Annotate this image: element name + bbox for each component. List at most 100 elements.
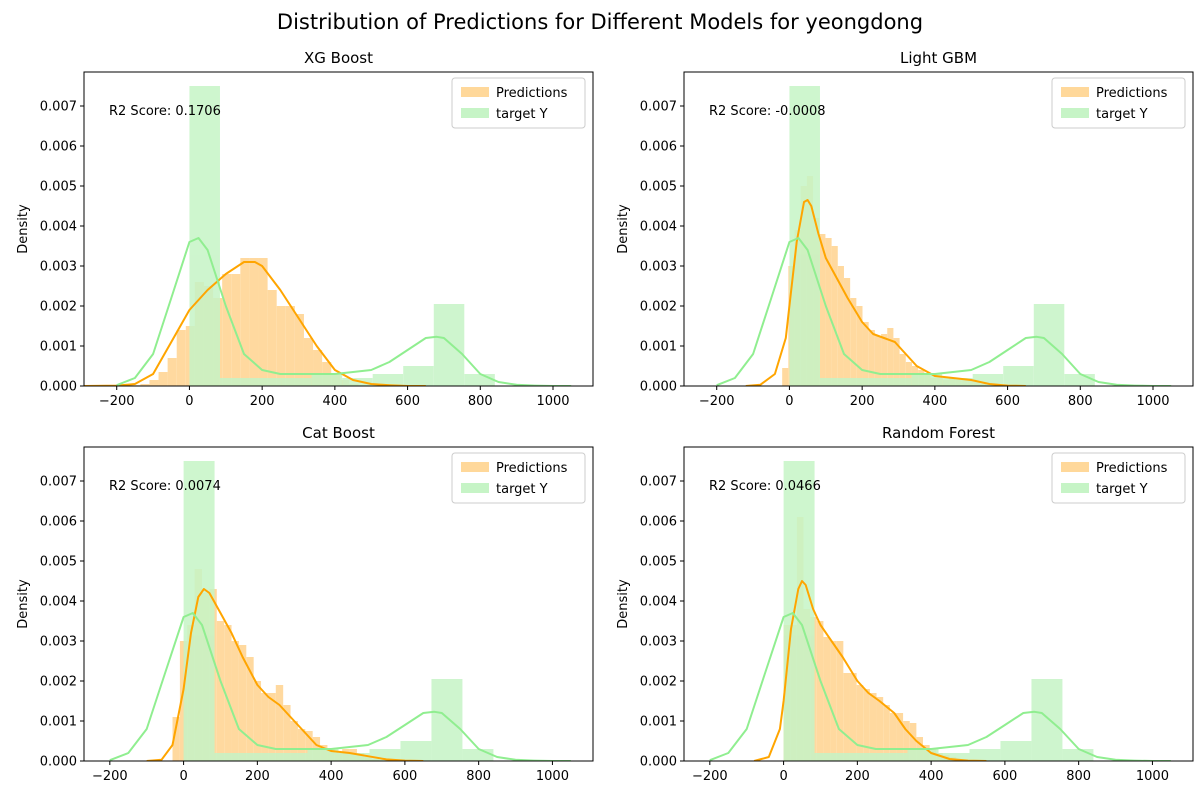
y-tick-label: 0.003 bbox=[640, 260, 677, 275]
hist-target bbox=[789, 86, 1095, 386]
hist-bar bbox=[830, 641, 837, 761]
x-tick-label: −200 bbox=[99, 394, 135, 409]
chart-title: Light GBM bbox=[900, 49, 977, 67]
chart-title: Cat Boost bbox=[302, 424, 375, 442]
hist-bar bbox=[240, 258, 250, 386]
y-tick-label: 0.002 bbox=[40, 300, 77, 315]
hist-bar bbox=[850, 298, 857, 386]
hist-bar bbox=[849, 673, 857, 761]
hist-bar bbox=[294, 314, 304, 386]
legend-swatch bbox=[1061, 87, 1089, 97]
kde-line-predictions bbox=[146, 588, 424, 761]
x-tick-label: −200 bbox=[92, 769, 128, 784]
hist-bar bbox=[909, 723, 917, 761]
hist-bar bbox=[305, 731, 313, 761]
hist-bar bbox=[783, 461, 815, 761]
hist-bar bbox=[246, 657, 254, 761]
hist-bar bbox=[149, 380, 159, 386]
x-tick-label: 400 bbox=[322, 394, 347, 409]
figure-title: Distribution of Predictions for Differen… bbox=[276, 10, 924, 34]
y-axis-label: Density bbox=[616, 204, 631, 254]
hist-bar bbox=[297, 729, 306, 761]
y-tick-label: 0.004 bbox=[40, 220, 77, 235]
y-tick-label: 0.001 bbox=[40, 715, 77, 730]
y-tick-label: 0.000 bbox=[640, 380, 677, 395]
hist-bar bbox=[216, 621, 225, 761]
plot-area bbox=[109, 461, 571, 761]
legend-swatch bbox=[1061, 462, 1089, 472]
x-tick-label: 400 bbox=[319, 769, 344, 784]
hist-bar bbox=[261, 693, 269, 761]
hist-bar bbox=[1064, 374, 1095, 386]
hist-bar bbox=[831, 246, 838, 386]
kde-line-target bbox=[709, 612, 1171, 761]
r2-annotation: R2 Score: 0.0466 bbox=[709, 479, 821, 494]
hist-bar bbox=[1033, 304, 1065, 386]
hist-bar bbox=[819, 234, 826, 386]
hist-bar bbox=[876, 753, 908, 761]
kde-line-predictions bbox=[753, 580, 987, 761]
hist-bar bbox=[464, 374, 495, 386]
hist-bar bbox=[179, 641, 188, 761]
y-axis-label: Density bbox=[616, 579, 631, 629]
hist-bar bbox=[883, 705, 890, 761]
r2-annotation: R2 Score: 0.0074 bbox=[109, 479, 221, 494]
hist-bar bbox=[253, 681, 262, 761]
hist-bar bbox=[250, 378, 282, 386]
legend: Predictions target Y bbox=[451, 77, 586, 129]
hist-bar bbox=[819, 378, 851, 386]
hist-target bbox=[189, 86, 495, 386]
hist-bar bbox=[881, 334, 888, 386]
x-tick-label: 200 bbox=[250, 394, 275, 409]
x-tick-label: 0 bbox=[179, 769, 187, 784]
hist-bar bbox=[167, 358, 177, 386]
hist-bar bbox=[224, 625, 232, 761]
legend-swatch bbox=[461, 87, 489, 97]
hist-bar bbox=[969, 749, 1001, 761]
y-tick-label: 0.004 bbox=[40, 595, 77, 610]
hist-bar bbox=[789, 86, 820, 386]
hist-target bbox=[783, 461, 1094, 761]
x-tick-label: 800 bbox=[1066, 769, 1091, 784]
y-tick-label: 0.003 bbox=[40, 260, 77, 275]
hist-bar bbox=[868, 330, 875, 386]
x-tick-label: 800 bbox=[466, 769, 491, 784]
hist-target bbox=[183, 461, 494, 761]
x-tick-label: 0 bbox=[185, 394, 193, 409]
y-tick-label: 0.000 bbox=[640, 755, 677, 770]
hist-bar bbox=[276, 306, 286, 386]
r2-annotation: R2 Score: -0.0008 bbox=[709, 104, 826, 119]
chart-lightgbm: −200 0 200 400 600 800 1000 0.000 0.001 0.002 0.00… bbox=[616, 49, 1194, 409]
kde-line-predictions bbox=[84, 261, 426, 386]
y-axis-label: Density bbox=[16, 579, 31, 629]
axes-frame bbox=[683, 71, 1194, 387]
hist-bar bbox=[222, 274, 232, 386]
hist-bar bbox=[342, 378, 373, 386]
hist-bar bbox=[219, 378, 251, 386]
y-tick-label: 0.007 bbox=[640, 100, 677, 115]
hist-bar bbox=[863, 689, 870, 761]
kde-line-target bbox=[116, 237, 572, 386]
hist-bar bbox=[1000, 741, 1032, 761]
hist-bar bbox=[843, 673, 850, 761]
hist-bar bbox=[836, 641, 844, 761]
y-tick-label: 0.007 bbox=[40, 100, 77, 115]
hist-bar bbox=[903, 721, 910, 761]
legend-swatch bbox=[461, 108, 489, 118]
plot-area bbox=[716, 86, 1172, 386]
legend-swatch bbox=[1061, 108, 1089, 118]
y-tick-label: 0.003 bbox=[40, 635, 77, 650]
hist-bar bbox=[843, 278, 851, 386]
legend-label: Predictions bbox=[496, 461, 568, 476]
hist-bar bbox=[311, 374, 343, 386]
chart-randomforest: −200 0 200 400 600 800 1000 0.000 0.001 0.002 0.00… bbox=[616, 424, 1194, 784]
hist-bar bbox=[1062, 749, 1094, 761]
x-tick-label: 1000 bbox=[536, 769, 569, 784]
hist-bar bbox=[245, 753, 277, 761]
y-tick-label: 0.005 bbox=[640, 555, 677, 570]
hist-bar bbox=[856, 685, 864, 761]
hist-bar bbox=[140, 384, 150, 386]
plot-area bbox=[84, 86, 572, 386]
legend: Predictions target Y bbox=[1051, 77, 1186, 129]
x-tick-label: 1000 bbox=[1136, 394, 1169, 409]
